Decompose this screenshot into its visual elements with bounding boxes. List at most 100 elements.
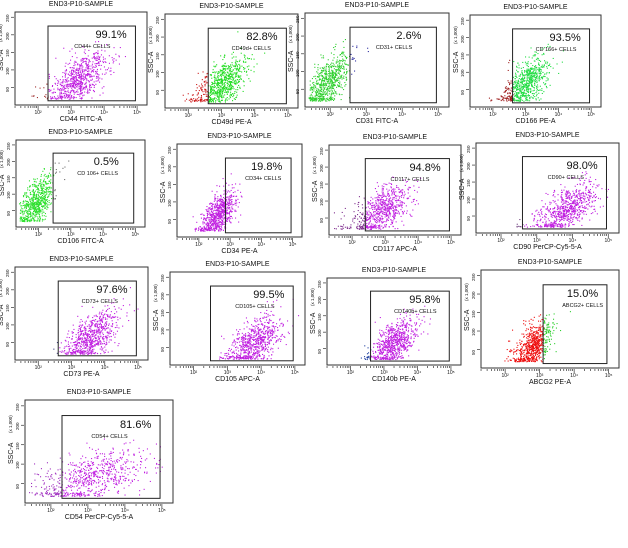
- data-point: [85, 62, 87, 64]
- data-point: [527, 73, 529, 75]
- data-point: [89, 61, 91, 63]
- data-point: [224, 217, 226, 219]
- data-point: [62, 96, 64, 98]
- data-point: [541, 89, 543, 91]
- data-point: [542, 71, 544, 73]
- data-point: [81, 82, 83, 84]
- data-point: [97, 61, 99, 63]
- data-point: [202, 86, 204, 88]
- data-point: [338, 66, 340, 68]
- data-point: [110, 74, 112, 76]
- data-point: [387, 208, 389, 210]
- data-point: [240, 78, 242, 80]
- data-point: [311, 92, 313, 94]
- data-point: [526, 98, 528, 100]
- data-point: [214, 86, 216, 88]
- data-point: [331, 77, 333, 79]
- data-point: [221, 205, 223, 207]
- gate-rectangle[interactable]: [47, 25, 136, 102]
- data-point: [26, 210, 28, 212]
- plot-frame: [304, 12, 450, 108]
- y-tick-label: 150: [6, 175, 11, 183]
- data-point: [540, 66, 542, 68]
- data-point: [509, 59, 511, 61]
- data-point: [61, 89, 63, 91]
- data-point: [195, 98, 197, 100]
- data-point: [377, 206, 379, 208]
- data-point: [71, 73, 73, 75]
- data-point: [39, 216, 41, 218]
- data-point: [326, 91, 328, 93]
- data-point: [230, 209, 232, 211]
- data-point: [81, 89, 83, 91]
- gate-rectangle[interactable]: [207, 27, 287, 105]
- data-point: [223, 83, 225, 85]
- data-point: [517, 92, 519, 94]
- data-point: [106, 69, 108, 71]
- data-point: [333, 74, 335, 76]
- data-point: [236, 195, 238, 197]
- data-point: [216, 202, 218, 204]
- gate-rectangle[interactable]: [512, 28, 591, 104]
- data-point: [392, 215, 394, 217]
- data-point: [379, 203, 381, 205]
- data-point: [78, 64, 80, 66]
- data-point: [336, 66, 338, 68]
- data-point: [220, 216, 222, 218]
- gate-rectangle[interactable]: [52, 152, 135, 224]
- data-point: [509, 95, 511, 97]
- data-point: [32, 217, 34, 219]
- data-point: [543, 91, 545, 93]
- data-point: [382, 193, 384, 195]
- gate-rectangle[interactable]: [224, 157, 292, 234]
- data-point: [331, 87, 333, 89]
- data-point: [388, 196, 390, 198]
- data-point: [381, 222, 383, 224]
- data-point: [519, 99, 521, 101]
- data-point: [524, 70, 526, 72]
- data-point: [214, 94, 216, 96]
- data-point: [22, 214, 24, 216]
- data-point: [33, 220, 35, 222]
- data-point: [74, 70, 76, 72]
- data-point: [225, 203, 227, 205]
- data-point: [227, 77, 229, 79]
- data-point: [513, 61, 515, 63]
- data-point: [77, 68, 79, 70]
- data-point: [204, 228, 206, 230]
- data-point: [219, 101, 221, 103]
- data-point: [212, 213, 214, 215]
- data-point: [95, 73, 97, 75]
- data-point: [35, 208, 37, 210]
- data-point: [221, 99, 223, 101]
- data-point: [220, 212, 222, 214]
- data-point: [20, 202, 22, 204]
- data-point: [311, 86, 313, 88]
- data-point: [543, 82, 545, 84]
- data-point: [535, 79, 537, 81]
- data-point: [522, 94, 524, 96]
- data-point: [226, 206, 228, 208]
- data-point: [374, 188, 376, 190]
- data-point: [77, 77, 79, 79]
- data-point: [73, 84, 75, 86]
- data-point: [72, 77, 74, 79]
- data-point: [225, 220, 227, 222]
- data-point: [210, 221, 212, 223]
- data-point: [539, 89, 541, 91]
- data-point: [509, 84, 511, 86]
- data-point: [244, 55, 246, 57]
- data-point: [89, 84, 91, 86]
- data-point: [532, 95, 534, 97]
- data-point: [518, 98, 520, 100]
- data-point: [409, 213, 411, 215]
- gate-rectangle[interactable]: [349, 26, 437, 104]
- data-point: [33, 210, 35, 212]
- data-point: [205, 224, 207, 226]
- data-point: [540, 69, 542, 71]
- data-point: [28, 209, 30, 211]
- data-point: [219, 200, 221, 202]
- data-point: [528, 56, 530, 58]
- data-point: [46, 205, 48, 207]
- data-point: [208, 101, 210, 103]
